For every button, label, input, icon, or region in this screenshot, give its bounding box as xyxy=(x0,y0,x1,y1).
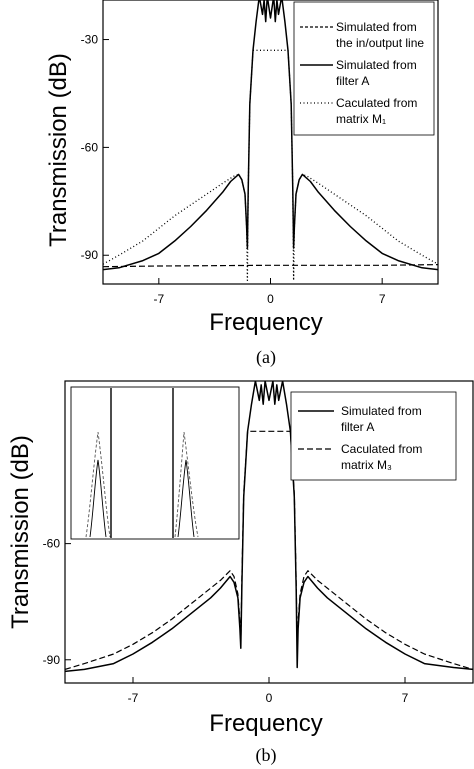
chart-b-x-tick-label-1: -7 xyxy=(128,691,139,705)
chart-b-legend: Simulated from filter A Caculated from m… xyxy=(290,391,457,481)
chart-a-legend-label-3a: Caculated from xyxy=(336,96,417,110)
chart-a-series-1-line xyxy=(103,264,438,268)
chart-a-legend-label-2b: filter A xyxy=(336,74,369,88)
chart-a-x-tick-label-1: -7 xyxy=(153,292,164,306)
chart-b-y-tick-label-2: -90 xyxy=(43,653,61,667)
chart-a-series-group xyxy=(103,0,438,282)
chart-b-y-tick-label-1: -60 xyxy=(43,537,61,551)
chart-b-y-axis-title: Transmission (dB) xyxy=(7,435,34,629)
chart-b-inset-solid-peak-right xyxy=(177,459,195,538)
chart-a-x-axis-title: Frequency xyxy=(209,309,322,336)
chart-b-inset-solid-peak-left xyxy=(89,459,107,538)
chart-b: -7 0 7 -60 -90 Simulated from filter A Cacul… xyxy=(7,380,474,766)
chart-a-caption: (a) xyxy=(256,347,276,368)
chart-a-y-tick-label-3: -90 xyxy=(81,248,99,262)
chart-a-x-tick-label-3: 7 xyxy=(379,292,386,306)
chart-a-x-tick-label-2: 0 xyxy=(267,292,274,306)
chart-b-inset-frame xyxy=(70,386,240,540)
chart-b-series-2-line xyxy=(65,430,473,670)
chart-b-ticks: -7 0 7 -60 -90 xyxy=(43,537,409,705)
chart-b-caption: (b) xyxy=(256,745,277,766)
chart-b-x-tick-label-2: 0 xyxy=(266,691,273,705)
chart-b-inset xyxy=(70,386,240,540)
chart-b-inset-dashed-peak-left xyxy=(85,431,111,538)
chart-a-legend-label-1a: Simulated from xyxy=(336,20,417,34)
chart-b-legend-label-1b: filter A xyxy=(341,420,374,434)
chart-a-legend-label-2a: Simulated from xyxy=(336,58,417,72)
chart-a-series-3-line xyxy=(103,49,438,282)
chart-a-legend: Simulated from the in/output line Simula… xyxy=(293,1,435,136)
chart-a-y-tick-label-2: -60 xyxy=(81,140,99,154)
chart-b-legend-label-2a: Caculated from xyxy=(341,442,422,456)
chart-a-y-tick-label-1: -30 xyxy=(81,33,99,47)
chart-b-x-axis-title: Frequency xyxy=(209,710,322,737)
chart-b-legend-box xyxy=(290,391,457,481)
chart-b-series-1-line xyxy=(65,381,473,673)
chart-a: -7 0 7 -30 -60 -90 Simulated from the in/outp… xyxy=(45,0,439,368)
chart-b-series-group xyxy=(65,381,473,673)
chart-b-legend-label-2b: matrix M₃ xyxy=(341,458,392,472)
chart-b-x-tick-label-3: 7 xyxy=(402,691,409,705)
chart-a-series-2-line xyxy=(103,0,438,271)
chart-a-ticks: -7 0 7 -30 -60 -90 xyxy=(81,33,386,306)
chart-a-legend-label-3b: matrix M₁ xyxy=(336,112,386,126)
chart-a-y-axis-title: Transmission (dB) xyxy=(45,53,72,247)
chart-b-inset-dashed-peak-right xyxy=(174,431,199,538)
chart-a-legend-box xyxy=(293,1,435,136)
chart-b-legend-label-1a: Simulated from xyxy=(341,404,422,418)
chart-a-legend-label-1b: the in/output line xyxy=(336,36,424,50)
